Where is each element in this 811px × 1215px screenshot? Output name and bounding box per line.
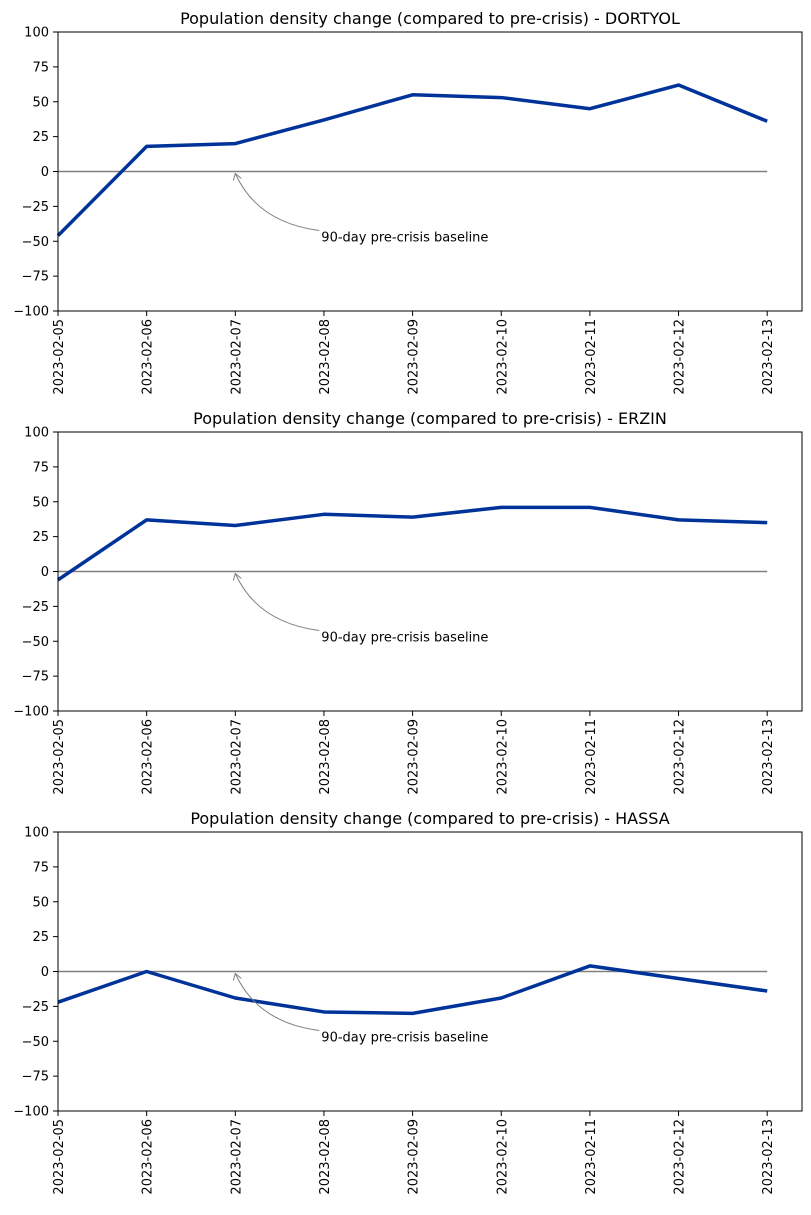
x-tick-label: 2023-02-12 xyxy=(673,319,688,395)
y-tick-label: 75 xyxy=(32,460,49,475)
chart-panel: Population density change (compared to p… xyxy=(13,809,803,1195)
y-tick-label: 50 xyxy=(32,895,49,910)
annotation-label: 90-day pre-crisis baseline xyxy=(321,631,488,646)
x-tick-label: 2023-02-07 xyxy=(229,1119,244,1195)
y-tick-label: 75 xyxy=(32,60,49,75)
x-tick-label: 2023-02-09 xyxy=(407,719,422,795)
x-tick-label: 2023-02-11 xyxy=(584,719,599,795)
y-tick-label: 0 xyxy=(41,565,49,580)
annotation-arrow xyxy=(234,573,320,631)
y-tick-label: 100 xyxy=(24,26,49,41)
y-tick-label: −25 xyxy=(22,1000,49,1015)
y-tick-label: −50 xyxy=(22,635,49,650)
x-tick-label: 2023-02-09 xyxy=(407,1119,422,1195)
y-tick-label: −25 xyxy=(22,200,49,215)
y-tick-label: 25 xyxy=(32,930,49,945)
annotation-arrow xyxy=(234,173,320,231)
x-tick-label: 2023-02-10 xyxy=(495,719,510,795)
y-tick-label: 100 xyxy=(24,826,49,841)
x-tick-label: 2023-02-09 xyxy=(407,319,422,395)
y-tick-label: −100 xyxy=(13,1105,49,1120)
plot-frame xyxy=(57,31,803,312)
x-tick-label: 2023-02-08 xyxy=(318,719,333,795)
x-tick-label: 2023-02-08 xyxy=(318,319,333,395)
x-tick-label: 2023-02-06 xyxy=(141,319,156,395)
y-tick-label: −100 xyxy=(13,305,49,320)
x-tick-label: 2023-02-12 xyxy=(673,1119,688,1195)
annotation-arrowhead xyxy=(232,972,242,981)
chart-title: Population density change (compared to p… xyxy=(190,809,669,828)
annotation-label: 90-day pre-crisis baseline xyxy=(321,231,488,246)
y-tick-label: 100 xyxy=(24,426,49,441)
y-tick-label: −100 xyxy=(13,705,49,720)
x-tick-label: 2023-02-13 xyxy=(761,319,776,395)
y-tick-label: 50 xyxy=(32,495,49,510)
y-tick-label: 0 xyxy=(41,165,49,180)
y-tick-label: 50 xyxy=(32,95,49,110)
x-tick-label: 2023-02-11 xyxy=(584,319,599,395)
annotation-label: 90-day pre-crisis baseline xyxy=(321,1031,488,1046)
y-tick-label: 75 xyxy=(32,860,49,875)
chart-title: Population density change (compared to p… xyxy=(193,409,667,428)
x-tick-label: 2023-02-05 xyxy=(52,1119,67,1195)
x-tick-label: 2023-02-08 xyxy=(318,1119,333,1195)
chart-panel: Population density change (compared to p… xyxy=(13,409,803,795)
x-tick-label: 2023-02-11 xyxy=(584,1119,599,1195)
annotation-arrowhead xyxy=(232,572,242,581)
x-tick-label: 2023-02-12 xyxy=(673,719,688,795)
x-tick-label: 2023-02-13 xyxy=(761,719,776,795)
x-tick-label: 2023-02-10 xyxy=(495,1119,510,1195)
series-line xyxy=(56,83,768,237)
y-tick-label: −50 xyxy=(22,1035,49,1050)
y-tick-label: 25 xyxy=(32,530,49,545)
y-tick-label: −75 xyxy=(22,670,49,685)
x-tick-label: 2023-02-06 xyxy=(141,1119,156,1195)
x-tick-label: 2023-02-13 xyxy=(761,1119,776,1195)
y-tick-label: −75 xyxy=(22,1070,49,1085)
chart-panel: Population density change (compared to p… xyxy=(13,9,803,395)
x-tick-label: 2023-02-07 xyxy=(229,319,244,395)
y-tick-label: 25 xyxy=(32,130,49,145)
y-tick-label: −75 xyxy=(22,270,49,285)
x-tick-label: 2023-02-05 xyxy=(52,719,67,795)
annotation-arrow xyxy=(234,973,320,1031)
x-tick-label: 2023-02-07 xyxy=(229,719,244,795)
plot-frame xyxy=(57,431,803,712)
y-tick-label: −50 xyxy=(22,235,49,250)
series-line xyxy=(57,505,768,582)
x-tick-label: 2023-02-10 xyxy=(495,319,510,395)
y-tick-label: 0 xyxy=(41,965,49,980)
y-tick-label: −25 xyxy=(22,600,49,615)
annotation-arrowhead xyxy=(232,172,242,181)
plot-frame xyxy=(57,831,803,1112)
chart-title: Population density change (compared to p… xyxy=(180,9,680,28)
x-tick-label: 2023-02-05 xyxy=(52,319,67,395)
series-line xyxy=(57,964,768,1016)
x-tick-label: 2023-02-06 xyxy=(141,719,156,795)
